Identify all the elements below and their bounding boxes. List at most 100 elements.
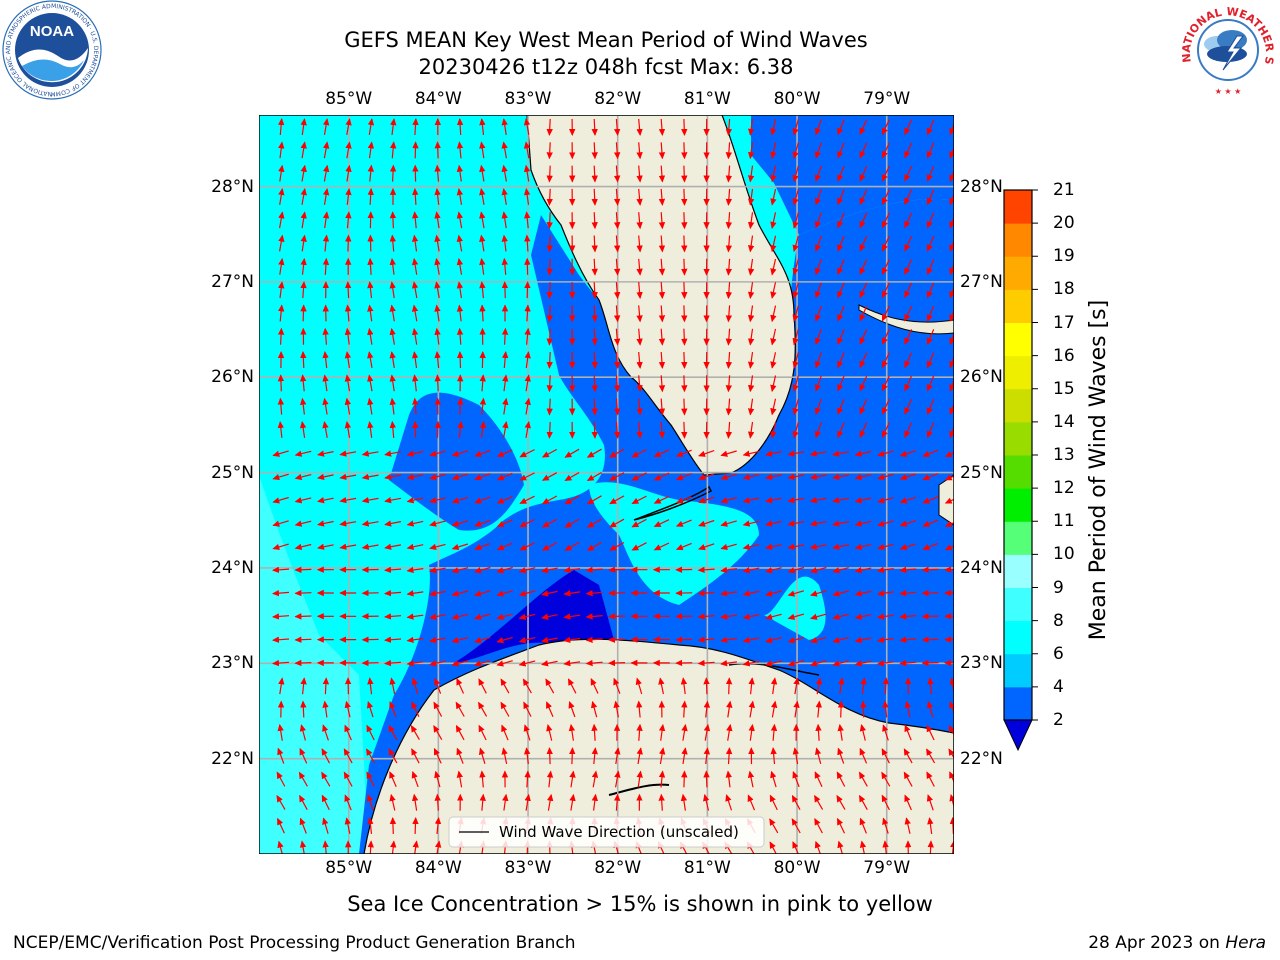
wind-wave-arrow xyxy=(411,234,419,252)
wind-wave-arrow xyxy=(881,305,890,322)
wind-wave-arrow xyxy=(322,840,329,854)
wind-wave-arrow xyxy=(876,566,894,574)
lon-label-bottom: 83°W xyxy=(504,858,552,878)
wind-wave-arrow xyxy=(478,747,486,764)
wind-wave-arrow xyxy=(636,188,643,206)
wind-wave-arrow xyxy=(904,794,912,811)
wind-wave-arrow xyxy=(523,164,531,182)
wind-wave-arrow xyxy=(429,636,446,644)
wind-wave-arrow xyxy=(367,677,374,695)
wind-wave-arrow xyxy=(451,496,468,504)
wind-wave-arrow xyxy=(277,840,284,854)
wind-wave-arrow xyxy=(747,142,755,160)
wind-wave-arrow xyxy=(636,421,643,439)
wind-wave-arrow xyxy=(658,165,666,183)
wind-wave-arrow xyxy=(294,589,312,597)
wind-wave-arrow xyxy=(921,566,939,573)
wind-wave-arrow xyxy=(854,636,872,644)
wind-wave-arrow xyxy=(322,817,329,834)
lon-label-top: 82°W xyxy=(594,89,642,109)
wind-wave-arrow xyxy=(434,351,441,369)
wind-wave-arrow xyxy=(681,282,688,300)
wind-wave-arrow xyxy=(859,840,867,854)
lat-label-right: 23°N xyxy=(960,653,1003,674)
wind-wave-arrow xyxy=(697,566,715,574)
colorbar-tick-label: 2 xyxy=(1053,710,1064,730)
wind-wave-arrow xyxy=(631,518,647,528)
wind-wave-arrow xyxy=(479,397,487,415)
wind-wave-arrow xyxy=(787,566,805,574)
wind-wave-arrow xyxy=(496,566,513,574)
wind-wave-arrow xyxy=(837,329,845,346)
wind-wave-arrow xyxy=(876,636,894,644)
wind-wave-arrow xyxy=(434,257,441,275)
wind-wave-arrow xyxy=(389,771,397,787)
wind-wave-arrow xyxy=(591,165,598,183)
wind-wave-arrow xyxy=(434,141,441,159)
wind-wave-arrow xyxy=(658,212,666,230)
wind-wave-arrow xyxy=(434,677,442,694)
wind-wave-arrow xyxy=(926,748,936,764)
wind-wave-arrow xyxy=(698,473,715,481)
nws-logo-icon: NATIONAL WEATHER SERVICE ★ ★ ★ xyxy=(1177,0,1277,99)
wind-wave-arrow xyxy=(726,700,733,718)
wind-wave-arrow xyxy=(434,211,441,229)
wind-wave-arrow xyxy=(479,234,486,252)
lon-label-bottom: 84°W xyxy=(414,858,462,878)
wind-wave-arrow xyxy=(434,793,441,811)
wind-wave-arrow xyxy=(473,566,491,574)
wind-wave-arrow xyxy=(926,259,935,276)
wind-wave-arrow xyxy=(770,677,778,695)
wind-wave-arrow xyxy=(876,660,894,667)
wind-wave-arrow xyxy=(366,748,376,764)
wind-wave-arrow xyxy=(585,613,603,620)
wind-wave-arrow xyxy=(904,305,913,322)
colorbar-segment xyxy=(1004,653,1032,688)
wind-wave-arrow xyxy=(585,636,603,643)
wind-wave-arrow xyxy=(881,352,890,369)
wind-wave-arrow xyxy=(496,496,513,504)
wind-wave-arrow xyxy=(832,613,849,620)
wind-wave-arrow xyxy=(412,840,419,854)
wind-wave-arrow xyxy=(881,399,890,415)
wind-wave-arrow xyxy=(547,793,554,811)
wind-wave-arrow xyxy=(899,659,917,667)
wind-wave-arrow xyxy=(770,352,777,369)
wind-wave-arrow xyxy=(792,165,799,183)
wind-wave-arrow xyxy=(792,747,799,765)
wind-wave-arrow xyxy=(390,840,397,854)
wind-wave-arrow xyxy=(926,700,934,718)
wind-wave-arrow xyxy=(563,590,581,597)
wind-wave-arrow xyxy=(406,450,424,457)
wind-wave-arrow xyxy=(854,613,872,620)
wind-wave-arrow xyxy=(479,281,486,299)
noaa-logo-icon: NOAA NATIONAL OCEANIC AND ATMOSPHERIC AD… xyxy=(0,0,102,100)
wind-wave-arrow xyxy=(748,700,755,718)
wind-wave-arrow xyxy=(881,259,890,276)
wind-wave-arrow xyxy=(590,677,599,694)
wind-wave-arrow xyxy=(501,281,509,299)
credit-text: NCEP/EMC/Verification Post Processing Pr… xyxy=(13,933,576,953)
wind-wave-arrow xyxy=(636,118,643,136)
wind-wave-arrow xyxy=(792,770,800,788)
wind-wave-arrow xyxy=(636,351,643,369)
wind-wave-arrow xyxy=(277,397,285,415)
wind-wave-arrow xyxy=(361,543,379,550)
wind-wave-arrow xyxy=(322,724,329,741)
wind-wave-arrow xyxy=(479,421,487,438)
colorbar-tick-label: 11 xyxy=(1053,511,1075,532)
wind-wave-arrow xyxy=(479,770,486,788)
wind-wave-arrow xyxy=(926,771,935,787)
wind-wave-arrow xyxy=(518,567,536,574)
wind-wave-arrow xyxy=(300,164,307,182)
wind-wave-arrow xyxy=(496,590,513,597)
wind-wave-arrow xyxy=(837,189,845,206)
wind-wave-arrow xyxy=(546,235,553,253)
wind-wave-arrow xyxy=(725,258,733,276)
wind-wave-arrow xyxy=(747,398,755,416)
wind-wave-arrow xyxy=(787,660,805,667)
wind-wave-arrow xyxy=(681,770,688,788)
colorbar-segment xyxy=(1004,322,1032,357)
wind-wave-arrow xyxy=(636,700,643,718)
wind-wave-arrow xyxy=(769,794,778,811)
